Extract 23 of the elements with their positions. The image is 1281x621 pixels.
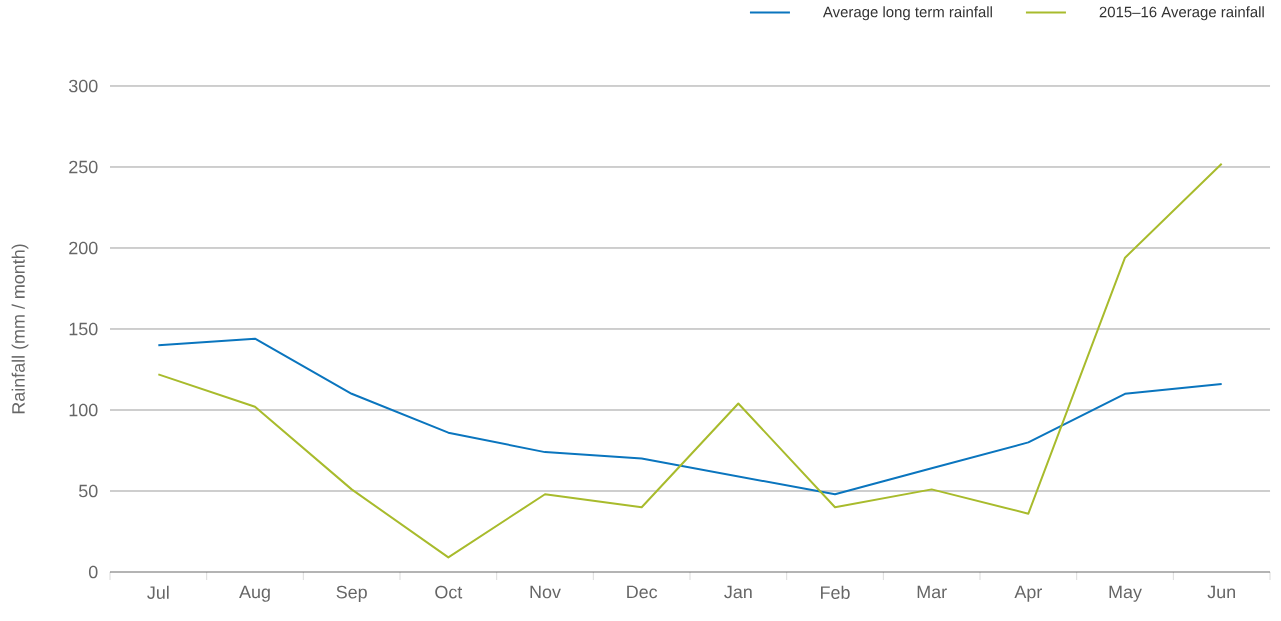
x-tick-label: Dec — [627, 585, 658, 599]
x-tick-label: Oct — [435, 585, 463, 599]
legend-label: 2015–16 Average rainfall — [1099, 6, 1264, 21]
y-tick-label: 0 — [88, 565, 98, 579]
y-tick-label: 200 — [69, 241, 98, 255]
x-tick-label: Jun — [1207, 585, 1235, 599]
y-axis-title: Rainfall (mm / month) — [11, 244, 29, 414]
line-series — [157, 162, 1223, 559]
y-tick-label: 50 — [79, 484, 98, 498]
x-tick-label: Feb — [821, 585, 850, 599]
legend-label: Average long term rainfall — [822, 6, 992, 21]
x-tick-label: Aug — [239, 585, 270, 602]
x-tick-label: Sep — [336, 585, 367, 603]
x-tick-label: Nov — [530, 585, 561, 599]
x-tick-label: May — [1109, 585, 1142, 602]
y-tick-label: 250 — [69, 160, 98, 174]
x-tick-label: Apr — [1014, 585, 1042, 602]
x-tick-label: Jul — [147, 585, 169, 599]
y-tick-label: 300 — [69, 79, 98, 93]
y-tick-label: 100 — [69, 403, 98, 417]
y-tick-label: 150 — [69, 322, 98, 336]
x-tick-label: Jan — [724, 585, 752, 599]
x-tick-label: Mar — [917, 585, 947, 599]
